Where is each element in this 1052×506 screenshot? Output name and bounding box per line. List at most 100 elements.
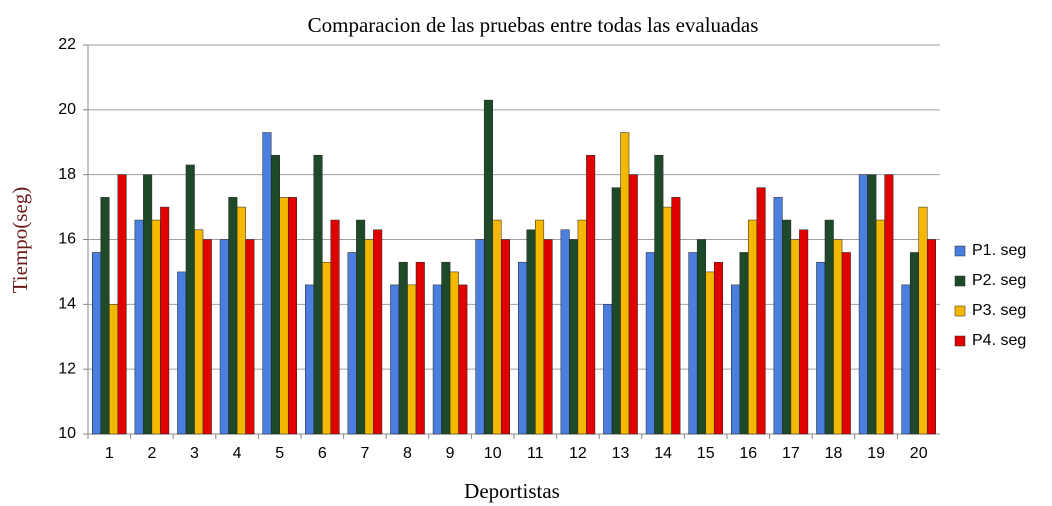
x-tick-label: 9 [446, 445, 455, 462]
bar [560, 229, 570, 435]
x-tick-label: 14 [654, 445, 672, 462]
bar [356, 219, 366, 435]
bar [194, 229, 204, 435]
chart-title: Comparacion de las pruebas entre todas l… [308, 13, 759, 37]
bar [577, 219, 587, 435]
bar [713, 261, 723, 435]
bar [535, 219, 545, 435]
bar [841, 252, 851, 435]
y-tick-label: 10 [58, 425, 76, 442]
legend-label: P1. seg [972, 242, 1026, 259]
bar [373, 229, 383, 435]
x-tick-label: 13 [612, 445, 630, 462]
bar [824, 219, 834, 435]
bar [109, 304, 119, 435]
legend-swatch [954, 335, 966, 347]
legend-swatch [954, 245, 966, 257]
y-tick-label: 18 [58, 166, 76, 183]
bar [705, 271, 715, 435]
bar [790, 239, 800, 435]
bar [688, 252, 698, 435]
x-tick-label: 2 [147, 445, 156, 462]
bar [279, 197, 289, 435]
bar [202, 239, 212, 435]
y-tick-label: 20 [58, 101, 76, 118]
bar [620, 132, 630, 435]
bar [143, 174, 153, 435]
bar [867, 174, 877, 435]
bar [748, 219, 758, 435]
legend-label: P2. seg [972, 272, 1026, 289]
bar [909, 252, 919, 435]
bar [134, 219, 144, 435]
bar [696, 239, 706, 435]
x-tick-label: 20 [910, 445, 928, 462]
x-tick-label: 18 [825, 445, 843, 462]
bar [287, 197, 297, 435]
x-tick-label: 6 [318, 445, 327, 462]
bar [322, 261, 332, 435]
bar [245, 239, 255, 435]
bar [586, 154, 596, 435]
legend-swatch [954, 305, 966, 317]
bar [483, 99, 493, 435]
bar [441, 261, 451, 435]
bar [458, 284, 468, 435]
bar [518, 261, 528, 435]
bar [407, 284, 417, 435]
bar [731, 284, 741, 435]
bar [475, 239, 485, 435]
bar [177, 271, 187, 435]
bar [449, 271, 459, 435]
bar [782, 219, 792, 435]
bar [654, 154, 664, 435]
x-axis-label: Deportistas [464, 479, 560, 503]
bar [100, 197, 110, 435]
bar [347, 252, 357, 435]
bar [926, 239, 936, 435]
bar [603, 304, 613, 435]
bar [262, 132, 272, 435]
bar [313, 154, 323, 435]
x-tick-label: 5 [275, 445, 284, 462]
bar [270, 154, 280, 435]
bar [662, 206, 672, 435]
bar [671, 197, 681, 435]
x-tick-label: 10 [484, 445, 502, 462]
bar [219, 239, 229, 435]
bar [492, 219, 502, 435]
bar [569, 239, 579, 435]
bar [833, 239, 843, 435]
bar [773, 197, 783, 435]
bar [305, 284, 315, 435]
bar [756, 187, 766, 435]
bar [875, 219, 885, 435]
bar [500, 239, 510, 435]
y-tick-label: 12 [58, 360, 76, 377]
bar [543, 239, 553, 435]
bar [185, 164, 195, 435]
x-tick-label: 11 [527, 445, 544, 462]
x-tick-label: 16 [739, 445, 757, 462]
bar [415, 261, 425, 435]
bar [884, 174, 894, 435]
y-tick-label: 22 [58, 36, 76, 53]
y-tick-label: 14 [58, 296, 76, 313]
bar [236, 206, 246, 435]
bar [858, 174, 868, 435]
y-axis-label: Tiempo(seg) [8, 187, 32, 294]
bar [151, 219, 161, 435]
bar [739, 252, 749, 435]
legend-label: P3. seg [972, 302, 1026, 319]
bar [816, 261, 826, 435]
bar [611, 187, 621, 435]
x-tick-label: 15 [697, 445, 715, 462]
bar [364, 239, 374, 435]
bar [799, 229, 809, 435]
legend-label: P4. seg [972, 332, 1026, 349]
x-tick-label: 17 [782, 445, 800, 462]
x-tick-label: 4 [233, 445, 242, 462]
bar [92, 252, 102, 435]
bar [330, 219, 340, 435]
